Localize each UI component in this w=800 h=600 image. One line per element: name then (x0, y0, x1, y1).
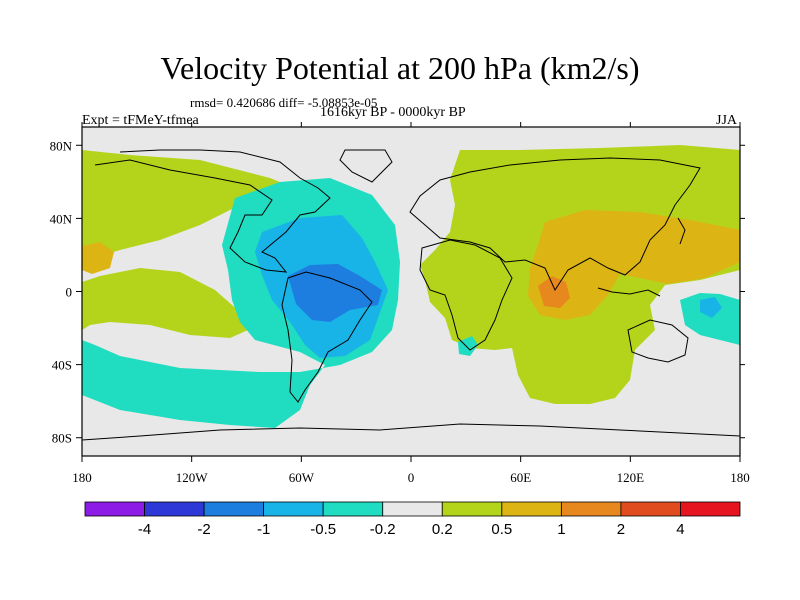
contour-fill-pos-1 (538, 276, 570, 308)
contour-fill-pos-0.5-west (82, 242, 114, 274)
colorbar-label: -1 (257, 521, 270, 538)
colorbar-swatch (620, 501, 681, 517)
colorbar-swatch (263, 501, 324, 517)
coastline-north-america (94, 149, 331, 273)
colorbar-label: 4 (676, 521, 684, 538)
contour-fill-neg-1 (288, 264, 382, 322)
colorbar-swatch (322, 501, 384, 517)
contour-fill-neg-0.2-africa (458, 336, 478, 356)
colorbar-swatch (501, 501, 562, 517)
colorbar-label: 1 (557, 521, 565, 538)
contour-fill-pos-0.2-pacific (82, 150, 300, 262)
colorbar-swatch (382, 501, 443, 517)
y-tick-label: 40S (52, 358, 72, 373)
colorbar-label: -0.2 (370, 521, 396, 538)
coastlines (82, 149, 740, 441)
colorbar-label: 2 (617, 521, 625, 538)
colorbar-swatch (441, 501, 503, 517)
colorbar-label: 0.2 (432, 521, 453, 538)
period-label: 1616kyr BP - 0000kyr BP (320, 105, 466, 120)
x-tick-label: 60W (289, 470, 315, 485)
chart-title: Velocity Potential at 200 hPa (km2/s) (160, 50, 640, 86)
coastline-africa (419, 239, 513, 351)
colorbar: -4 -2 -1 -0.5 -0.2 0.2 0.5 1 2 4 (84, 501, 741, 538)
coastline-europe-asia (409, 157, 701, 292)
y-tick-label: 80S (52, 431, 72, 446)
y-tick-label: 80N (50, 138, 73, 153)
colorbar-label: -4 (138, 521, 151, 538)
coastline-japan (677, 217, 686, 245)
colorbar-swatch (84, 501, 145, 517)
colorbar-label: -0.5 (310, 521, 336, 538)
coastline-indonesia (597, 287, 661, 297)
contour-fill-pos-0.2-southpacific (82, 268, 248, 338)
x-axis: 180 120W 60W 0 60E 120E 180 (72, 122, 750, 485)
coastline-australia (627, 319, 689, 363)
contour-fill-neg-0.5-pacific (700, 297, 722, 318)
y-tick-label: 0 (66, 285, 73, 300)
coastline-antarctica (82, 423, 740, 441)
contour-fill-neg-0.2-pacific (680, 293, 740, 345)
experiment-label: Expt = tFMeY-tfmea (82, 113, 199, 128)
x-tick-label: 60E (510, 470, 531, 485)
x-tick-label: 120W (176, 470, 209, 485)
x-tick-label: 0 (408, 470, 415, 485)
coastline-greenland (339, 149, 393, 183)
colorbar-swatch (144, 501, 205, 517)
coastline-south-america (281, 271, 373, 403)
x-tick-label: 180 (72, 470, 92, 485)
colorbar-label: 0.5 (491, 521, 512, 538)
colorbar-swatch (680, 501, 741, 517)
season-label: JJA (716, 113, 738, 128)
stats-label: rmsd= 0.420686 diff= -5.08853e-05 (190, 95, 378, 110)
y-axis: 80N 40N 0 40S 80S (50, 138, 745, 446)
colorbar-swatch (203, 501, 265, 517)
x-tick-label: 180 (730, 470, 750, 485)
colorbar-label: -2 (197, 521, 210, 538)
y-tick-label: 40N (50, 211, 73, 226)
colorbar-swatch (560, 501, 622, 517)
x-tick-label: 120E (617, 470, 645, 485)
map-plot-area (82, 127, 740, 456)
contour-fill-pos-0.5 (528, 210, 740, 320)
